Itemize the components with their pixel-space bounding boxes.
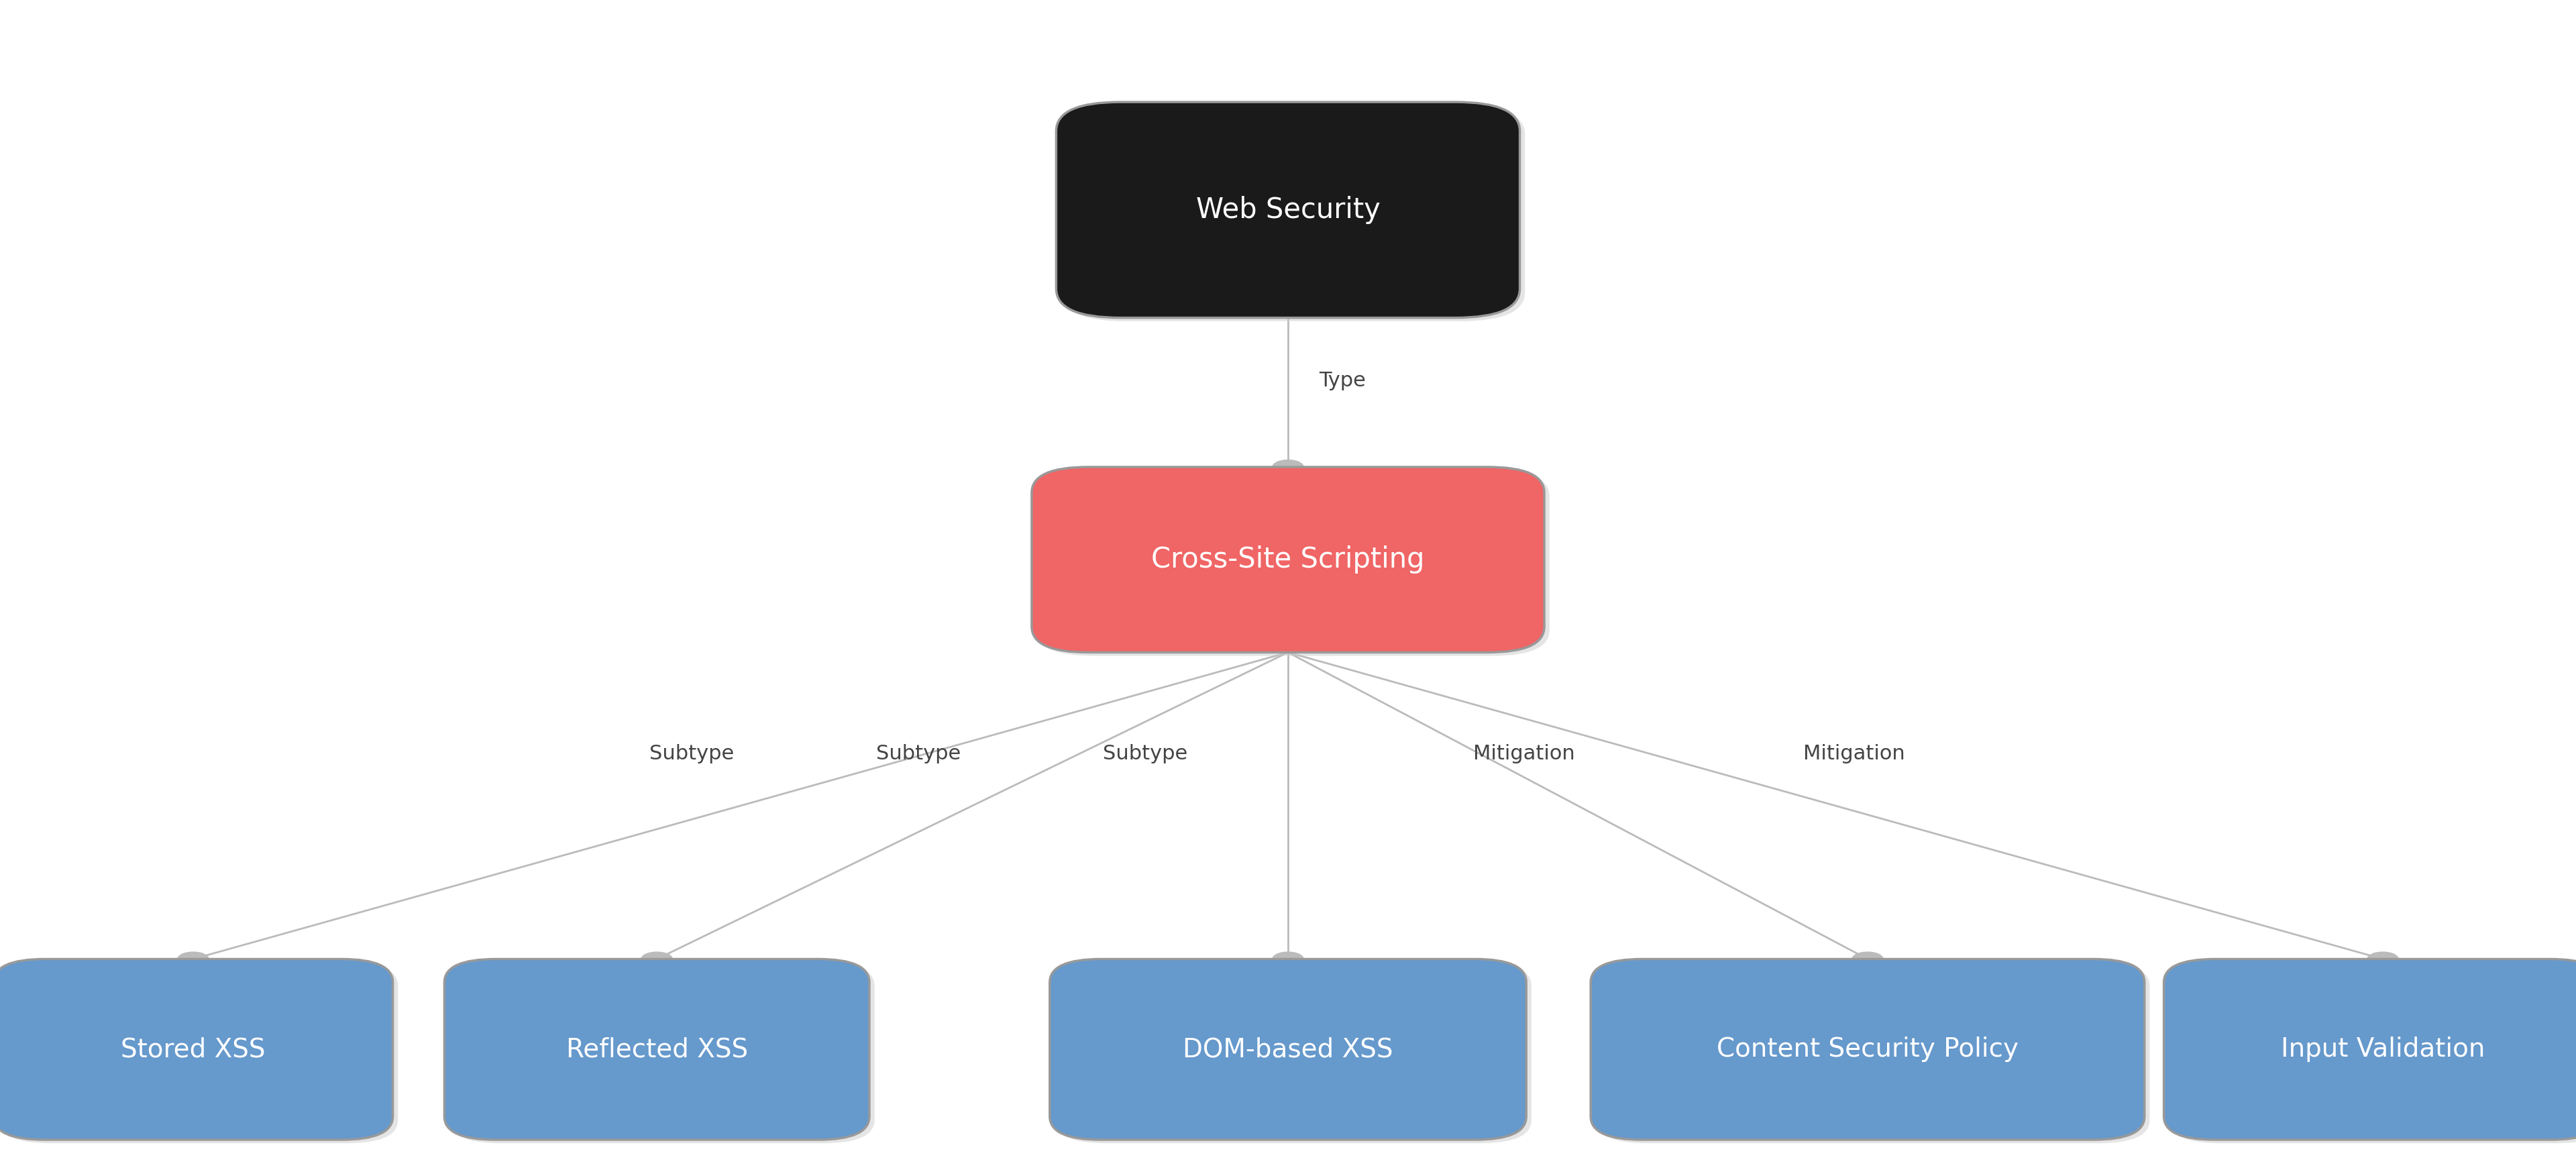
Text: Web Security: Web Security [1195,196,1381,224]
FancyBboxPatch shape [1030,466,1543,652]
Circle shape [641,951,672,965]
FancyBboxPatch shape [0,963,397,1143]
Text: Stored XSS: Stored XSS [121,1037,265,1062]
Text: Subtype: Subtype [649,744,734,764]
FancyBboxPatch shape [2164,958,2576,1140]
FancyBboxPatch shape [1051,958,1525,1140]
Text: Subtype: Subtype [1103,744,1188,764]
FancyBboxPatch shape [2169,963,2576,1143]
FancyBboxPatch shape [1589,958,2143,1140]
Text: Reflected XSS: Reflected XSS [567,1037,747,1062]
FancyBboxPatch shape [1056,963,1530,1143]
FancyBboxPatch shape [1036,470,1548,655]
Text: Mitigation: Mitigation [1803,744,1906,764]
Circle shape [178,951,209,965]
FancyBboxPatch shape [451,963,876,1143]
Text: DOM-based XSS: DOM-based XSS [1182,1037,1394,1062]
Circle shape [1273,951,1303,965]
FancyBboxPatch shape [1595,963,2148,1143]
Circle shape [1852,951,1883,965]
Text: Type: Type [1319,371,1365,391]
Circle shape [1273,459,1303,475]
FancyBboxPatch shape [1061,106,1525,322]
Text: Input Validation: Input Validation [2280,1037,2486,1062]
Text: Mitigation: Mitigation [1473,744,1577,764]
Text: Cross-Site Scripting: Cross-Site Scripting [1151,546,1425,574]
Text: Subtype: Subtype [876,744,961,764]
Text: Content Security Policy: Content Security Policy [1716,1037,2020,1062]
FancyBboxPatch shape [1056,103,1520,317]
FancyBboxPatch shape [446,958,871,1140]
Circle shape [2367,951,2398,965]
FancyBboxPatch shape [0,958,392,1140]
